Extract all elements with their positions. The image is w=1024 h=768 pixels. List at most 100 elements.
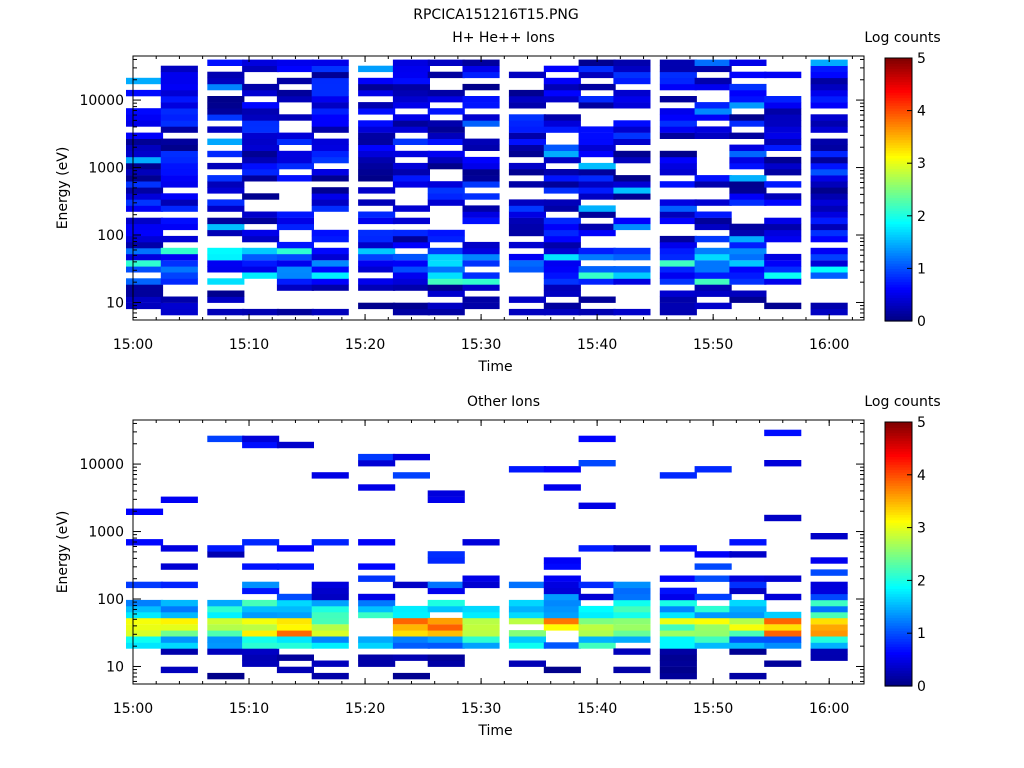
heatmap-cell: [462, 175, 500, 182]
heatmap-cell: [764, 636, 802, 643]
colorbar-segment: [885, 649, 912, 653]
heatmap-cell: [311, 83, 349, 91]
heatmap-cell: [729, 187, 767, 194]
colorbar-segment: [885, 100, 912, 104]
heatmap-cell: [160, 648, 198, 655]
heatmap-cell: [729, 114, 767, 121]
heatmap-cell: [126, 162, 164, 170]
heatmap-cell: [276, 138, 314, 145]
y-tick-label: 10: [106, 295, 124, 311]
heatmap-cell: [543, 120, 581, 127]
colorbar-segment: [885, 482, 912, 486]
heatmap-cell: [462, 284, 500, 291]
heatmap-cell: [427, 587, 465, 595]
y-tick-label: 100: [97, 592, 124, 608]
colorbar-segment: [885, 559, 912, 563]
heatmap-cell: [543, 642, 581, 649]
heatmap-cell: [160, 630, 198, 637]
colorbar-segment: [885, 620, 912, 624]
colorbar-segment: [885, 604, 912, 608]
y-tick-label: 10000: [79, 457, 124, 473]
heatmap-cell: [729, 223, 767, 231]
colorbar: 0 1 2 3 4 5 Log counts: [864, 394, 940, 695]
heatmap-cell: [427, 260, 465, 267]
heatmap-cell: [694, 617, 732, 625]
heatmap-cell: [207, 672, 245, 680]
colorbar-segment: [885, 123, 912, 127]
heatmap-cell: [126, 150, 164, 158]
heatmap-cell: [578, 272, 616, 279]
heatmap-cell: [694, 611, 732, 619]
heatmap-cell: [578, 193, 616, 200]
heatmap-cell: [543, 617, 581, 625]
heatmap-cell: [462, 278, 500, 285]
heatmap-cell: [508, 630, 546, 637]
heatmap-cell: [659, 593, 697, 601]
heatmap-cell: [578, 247, 616, 255]
heatmap-cell: [613, 593, 651, 601]
heatmap-cell: [276, 617, 314, 625]
colorbar-segment: [885, 490, 912, 494]
heatmap-cell: [613, 126, 651, 133]
heatmap-cell: [613, 150, 651, 158]
heatmap-cell: [613, 605, 651, 613]
heatmap-cell: [810, 587, 848, 595]
heatmap-cell: [242, 648, 280, 655]
heatmap-cell: [242, 630, 280, 637]
heatmap-cell: [462, 144, 500, 151]
heatmap-cell: [578, 181, 616, 188]
heatmap-cell: [392, 59, 430, 66]
heatmap-cell: [578, 642, 616, 649]
heatmap-cell: [358, 132, 396, 139]
heatmap-cell: [427, 150, 465, 158]
heatmap-cell: [659, 272, 697, 279]
heatmap-cell: [810, 617, 848, 625]
colorbar-segment: [885, 305, 912, 309]
heatmap-cell: [160, 77, 198, 85]
heatmap-cell: [358, 229, 396, 237]
heatmap-cell: [508, 169, 546, 176]
colorbar-segment: [885, 572, 912, 576]
colorbar-tick-label: 0: [917, 314, 926, 330]
colorbar-segment: [885, 590, 912, 595]
heatmap-cell: [729, 235, 767, 243]
heatmap-cell: [659, 217, 697, 225]
heatmap-cell: [810, 605, 848, 613]
heatmap-cell: [613, 617, 651, 625]
heatmap-cell: [160, 624, 198, 631]
colorbar-segment: [885, 136, 912, 141]
heatmap-cell: [764, 266, 802, 273]
x-tick-label: 15:20: [345, 701, 385, 717]
heatmap-cell: [543, 223, 581, 231]
x-tick-label: 15:00: [113, 701, 153, 717]
heatmap-cell: [242, 175, 280, 182]
heatmap-cell: [427, 551, 465, 558]
colorbar-segment: [885, 86, 912, 91]
colorbar-segment: [885, 530, 912, 534]
heatmap-cell: [242, 247, 280, 255]
colorbar-segment: [885, 422, 912, 426]
heatmap-cell: [427, 654, 465, 661]
heatmap-cell: [392, 253, 430, 261]
heatmap-cell: [126, 241, 164, 249]
colorbar-segment: [885, 675, 912, 679]
heatmap-cell: [311, 672, 349, 680]
colorbar-segment: [885, 598, 912, 603]
colorbar-segment: [885, 672, 912, 677]
colorbar-segment: [885, 474, 912, 479]
y-tick-label: 1000: [88, 161, 124, 177]
colorbar-segment: [885, 157, 912, 162]
heatmap-cell: [659, 96, 697, 103]
colorbar-segment: [885, 540, 912, 545]
heatmap-cell: [729, 162, 767, 170]
heatmap-cell: [729, 296, 767, 303]
colorbar-segment: [885, 260, 912, 264]
heatmap-cell: [729, 539, 767, 546]
colorbar-segment: [885, 271, 912, 275]
heatmap-cell: [659, 660, 697, 667]
heatmap-cell: [242, 253, 280, 261]
heatmap-cell: [613, 193, 651, 200]
heatmap-cell: [427, 581, 465, 589]
colorbar-segment: [885, 197, 912, 201]
colorbar-segment: [885, 207, 912, 212]
